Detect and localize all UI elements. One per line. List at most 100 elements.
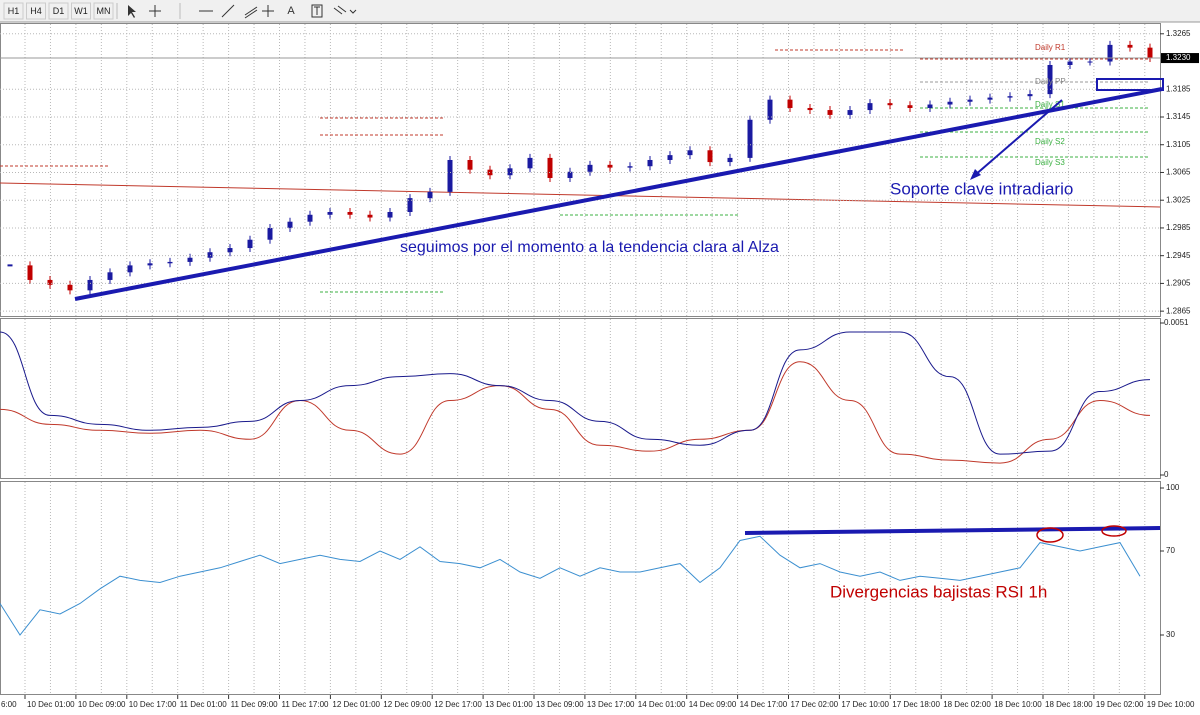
timeframe-button[interactable] — [71, 2, 91, 20]
timeframe-button[interactable] — [93, 2, 114, 20]
candle — [1067, 61, 1073, 65]
time-label: 14 Dec 01:00 — [638, 700, 686, 709]
time-label: 13 Dec 09:00 — [536, 700, 584, 709]
candle — [447, 159, 453, 192]
time-label: 19 Dec 02:00 — [1096, 700, 1144, 709]
candle — [667, 155, 673, 160]
price-tick-label: 1.3185 — [1166, 84, 1191, 93]
price-tick-label: 1.3025 — [1166, 195, 1191, 204]
candle — [1147, 47, 1153, 59]
pivot-label: Daily R1 — [1035, 43, 1066, 52]
timeframe-label[interactable]: D1 — [53, 6, 65, 16]
timeframe-label[interactable]: H4 — [30, 6, 42, 16]
candle — [967, 99, 973, 102]
candles — [7, 40, 1153, 295]
candle — [427, 191, 433, 199]
time-label: 17 Dec 10:00 — [841, 700, 889, 709]
candle — [1087, 61, 1093, 63]
current-price-box — [1161, 53, 1199, 64]
trend-annotation: seguimos por el momento a la tendencia c… — [400, 239, 779, 256]
time-label: 17 Dec 02:00 — [791, 700, 839, 709]
candle — [727, 157, 733, 163]
candle — [347, 211, 353, 215]
time-label: 13 Dec 17:00 — [587, 700, 635, 709]
price-tick-label: 1.2945 — [1166, 251, 1191, 260]
candle — [1127, 44, 1133, 48]
support-annotation: Soporte clave intradiario — [890, 179, 1073, 198]
time-label: 14 Dec 17:00 — [740, 700, 788, 709]
price-tick-label: 1.2985 — [1166, 223, 1191, 232]
timeframe-button[interactable] — [48, 2, 69, 20]
candle — [767, 99, 773, 120]
rsi-line — [0, 535, 1141, 636]
time-label: 10 Dec 01:00 — [27, 700, 75, 709]
rsi — [0, 535, 1141, 636]
arrow-head — [970, 169, 981, 180]
candle — [507, 168, 513, 176]
pivot-label: Daily S1 — [1035, 100, 1065, 109]
candle — [367, 214, 373, 218]
divergence-annotation: Divergencias bajistas RSI 1h — [830, 582, 1047, 601]
candle — [127, 265, 133, 273]
pivot-label: Daily S3 — [1035, 158, 1065, 167]
candle — [587, 164, 593, 172]
toolbar-icons — [116, 3, 357, 19]
timeframe-button[interactable] — [26, 2, 46, 20]
pivot-lines — [0, 49, 1161, 293]
candle — [67, 284, 73, 291]
time-label: 11 Dec 01:00 — [180, 700, 228, 709]
price-tick-label: 1.3265 — [1166, 29, 1191, 38]
timeframe-button[interactable] — [3, 2, 24, 20]
candle — [327, 211, 333, 215]
candle — [1027, 94, 1033, 97]
pivot-label: Daily PP — [1035, 77, 1066, 86]
candle — [47, 279, 53, 285]
candle — [147, 263, 153, 266]
candle — [87, 279, 93, 291]
candle — [1007, 96, 1013, 98]
candle — [527, 157, 533, 169]
divergence-circle — [1036, 527, 1064, 543]
time-label: 19 Dec 10:00 — [1147, 700, 1195, 709]
candle — [927, 104, 933, 108]
candle — [647, 159, 653, 167]
timeframe-label[interactable]: MN — [97, 6, 111, 16]
toolbar — [0, 0, 1200, 22]
time-label: 17 Dec 18:00 — [892, 700, 940, 709]
candle — [287, 221, 293, 228]
timeframe-label[interactable]: H1 — [8, 6, 20, 16]
time-label: 11 Dec 17:00 — [282, 700, 330, 709]
candle — [867, 103, 873, 111]
candle — [887, 103, 893, 106]
candle — [807, 107, 813, 111]
price-tick-label: 1.3145 — [1166, 112, 1191, 121]
candle — [27, 265, 33, 280]
trend-line — [74, 87, 1163, 301]
time-label: 12 Dec 01:00 — [332, 700, 380, 709]
text-tool[interactable]: A — [287, 5, 295, 17]
oscillator — [0, 331, 1151, 464]
candle — [987, 97, 993, 100]
candle — [787, 99, 793, 108]
axes: 1.2865 1.2905 1.2945 1.2985 1.3025 1.3065 1.31… — [0, 29, 1199, 709]
candle — [947, 101, 953, 105]
candle — [687, 150, 693, 156]
price-panel — [0, 23, 1161, 317]
rsi-tick-label: 70 — [1166, 546, 1175, 555]
candle — [607, 164, 613, 168]
price-tick-label: 1.2865 — [1166, 306, 1191, 315]
candle — [547, 157, 553, 179]
price-tick-label: 1.3065 — [1166, 168, 1191, 177]
candle — [847, 110, 853, 115]
rsi-panel — [0, 481, 1161, 695]
candle — [7, 264, 13, 267]
time-label: 10 Dec 09:00 — [78, 700, 126, 709]
candle — [307, 214, 313, 222]
timeframe-label[interactable]: W1 — [74, 6, 88, 16]
price-tick-label: 1.2905 — [1166, 279, 1191, 288]
candle — [907, 105, 913, 108]
rsi-resistance-line — [744, 526, 1161, 535]
candle — [227, 248, 233, 253]
time-label: 11 Dec 09:00 — [231, 700, 279, 709]
